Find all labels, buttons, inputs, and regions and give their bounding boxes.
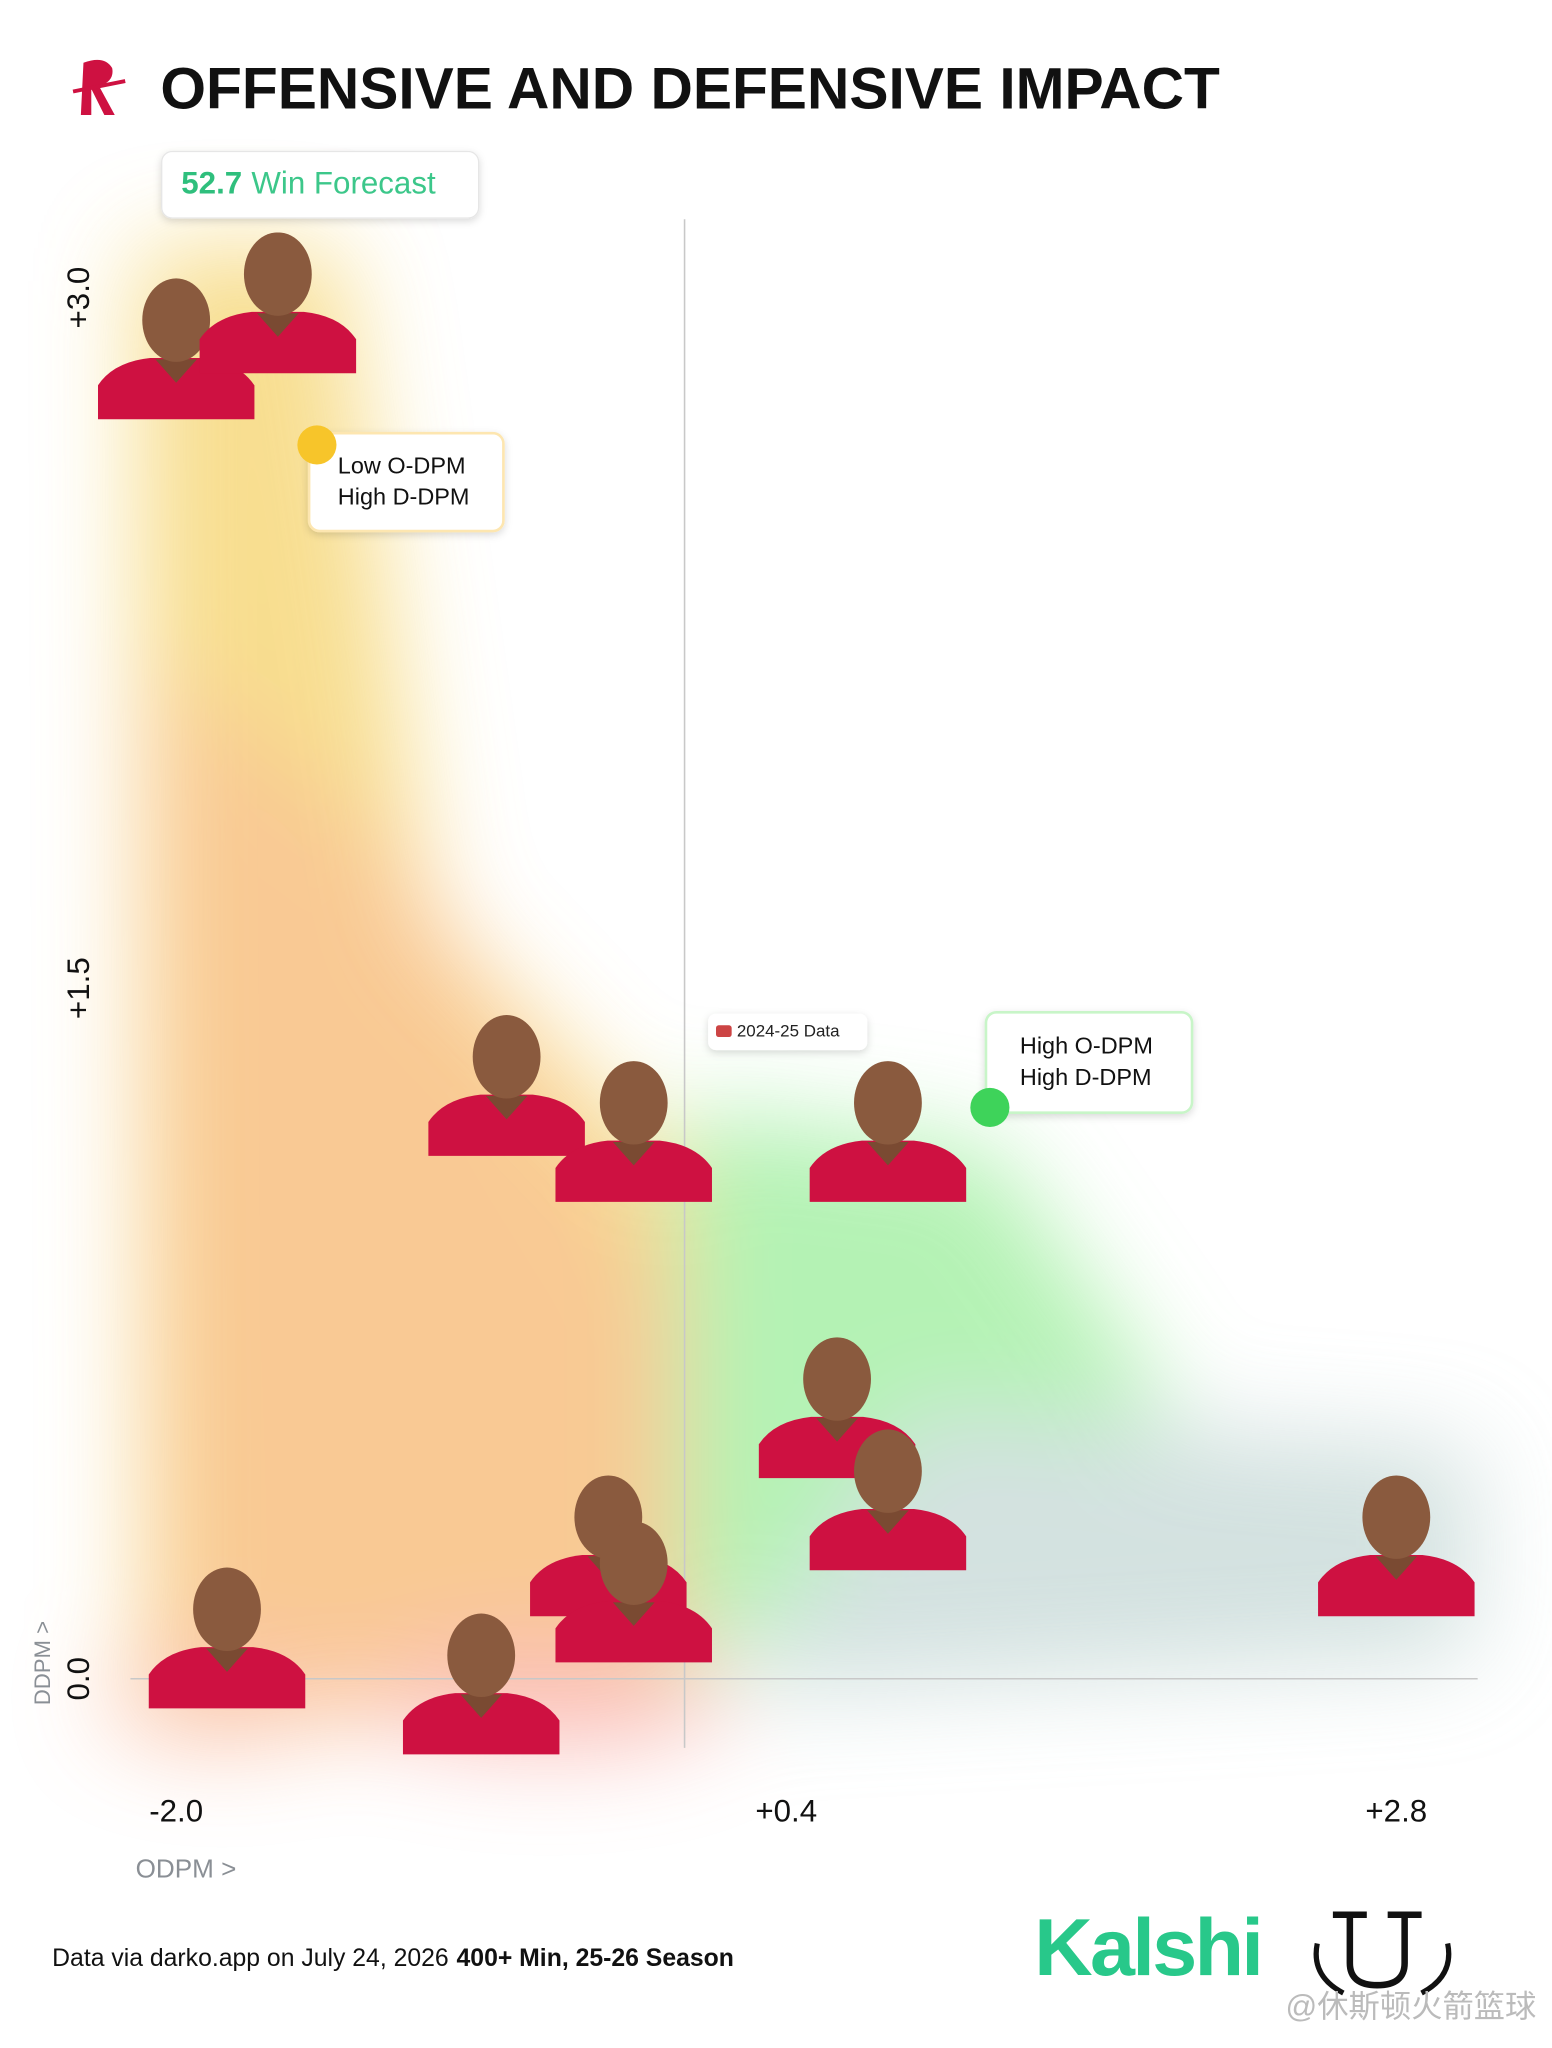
y-tick-label: +3.0 [61,267,96,329]
annotation: Low O-DPM High D-DPM [297,425,505,533]
player-point [199,232,357,374]
player-neck [485,1095,528,1120]
player-neck [816,1418,858,1442]
x-tick-label: +0.4 [755,1793,817,1828]
annotation: 2024-25 Data [708,1013,868,1051]
points [97,232,1475,1755]
brand: Kalshi [1034,1903,1261,1993]
annotation-box [984,1010,1194,1114]
annotation-text: High D-DPM [1020,1064,1152,1090]
brand-mark [1313,1911,1452,1996]
player-head [193,1567,261,1651]
annotation-text: High O-DPM [1020,1033,1153,1059]
player-jersey [428,1094,585,1156]
player-neck [867,1141,909,1166]
player-jersey [402,1693,560,1755]
player-point [402,1613,560,1755]
y-axis-label: DDPM > [30,1621,55,1705]
player-head [599,1061,668,1145]
player-neck [460,1694,503,1718]
player-neck [612,1602,655,1626]
x-tick-label: -2.0 [149,1793,203,1828]
player-jersey [555,1601,712,1663]
player-head [599,1521,668,1605]
watermark: @休斯顿火箭篮球 [1285,1989,1536,2024]
annotation-icon [970,1087,1010,1128]
annotation-box [307,431,505,533]
player-neck [867,1510,909,1534]
player-head [803,1337,871,1421]
player-jersey [148,1647,306,1709]
title: OFFENSIVE AND DEFENSIVE IMPACT [160,56,1220,121]
player-neck [206,1648,248,1672]
player-head [472,1015,541,1099]
x-axis-label: ODPM > [136,1853,237,1883]
player-neck [155,359,198,383]
player-neck [256,313,299,337]
player-jersey [199,311,357,374]
y-tick-label: +1.5 [61,957,96,1019]
x-tick-label: +2.8 [1365,1793,1427,1828]
win-forecast-pill [161,150,480,219]
annotation-text: Low O-DPM [338,452,466,478]
player-neck [1375,1556,1418,1580]
annotation: High O-DPM High D-DPM [970,1010,1194,1128]
player-point [555,1521,712,1663]
player-point [809,1061,967,1202]
player-head [243,232,312,316]
player-head [447,1613,516,1698]
player-point [428,1015,585,1156]
player-jersey [97,357,255,420]
player-jersey [809,1140,967,1202]
player-jersey [555,1140,712,1202]
player-head [142,278,211,362]
annotation-text: 2024-25 Data [737,1021,840,1040]
player-point [555,1061,712,1202]
footer-source: Data via darko.app on July 24, 2026 400+ … [52,1945,734,1972]
team-logo [72,59,126,115]
axes: -2.0 +0.4 +2.8 0.0 +1.5 +3.0 [61,219,1478,1828]
annotation-icon [297,425,337,465]
annotation-icon [716,1025,732,1038]
player-jersey [1318,1554,1475,1617]
win-forecast-label: Win Forecast [251,166,436,201]
player-point [148,1567,306,1709]
player-head [854,1061,922,1145]
win-forecast-value: 52.7 [181,166,242,201]
player-point [809,1429,967,1571]
player-head [854,1429,922,1513]
annotation-text: High D-DPM [338,484,470,510]
annotation-box [708,1013,868,1051]
footer-source-text: Data via darko.app on July 24, 2026 [52,1945,449,1972]
player-head [1362,1475,1431,1559]
player-point [1318,1475,1475,1617]
win-forecast: 52.7 Win Forecast [181,166,436,201]
y-tick-label: 0.0 [61,1657,96,1701]
player-neck [612,1141,655,1166]
player-point [97,278,255,420]
footer-filter: 400+ Min, 25-26 Season [457,1945,734,1972]
player-jersey [809,1508,967,1571]
